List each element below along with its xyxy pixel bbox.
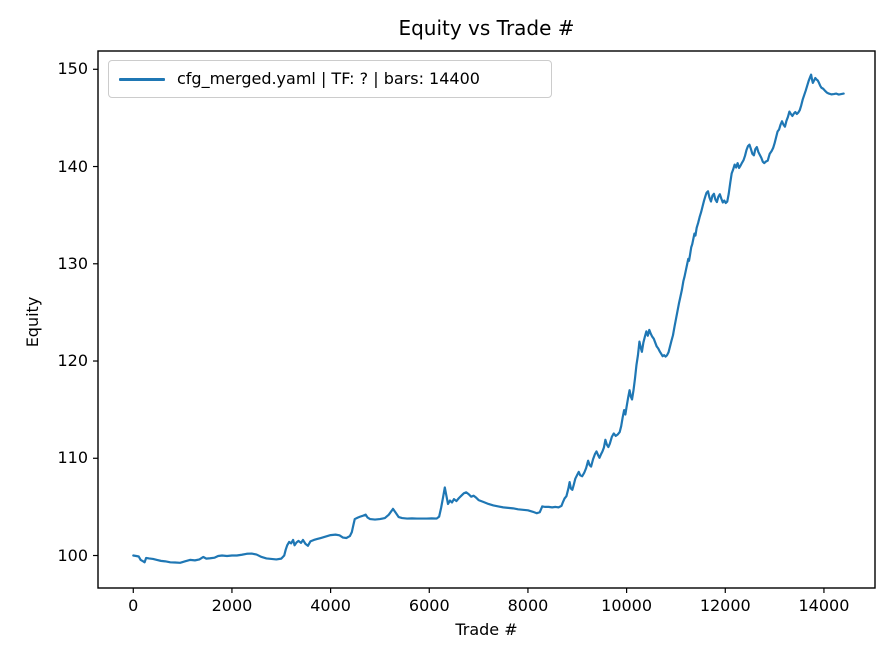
y-tick-label: 120 xyxy=(57,351,88,371)
equity-series-line xyxy=(132,73,845,564)
legend-series-label: cfg_merged.yaml | TF: ? | bars: 14400 xyxy=(177,69,480,88)
y-axis-label: Equity xyxy=(23,296,42,348)
chart-title: Equity vs Trade # xyxy=(398,16,575,40)
legend-line-swatch xyxy=(119,77,165,81)
x-tick-label: 14000 xyxy=(798,596,850,615)
y-tick-label: 130 xyxy=(57,253,88,273)
x-tick-label: 12000 xyxy=(699,596,751,615)
x-tick-label: 2000 xyxy=(211,596,253,615)
y-tick-label: 110 xyxy=(57,448,88,468)
legend: cfg_merged.yaml | TF: ? | bars: 14400 xyxy=(108,60,552,98)
x-tick-label: 0 xyxy=(128,596,139,615)
x-tick-label: 4000 xyxy=(310,596,351,615)
y-tick-label: 140 xyxy=(57,156,88,176)
y-tick-label: 100 xyxy=(57,545,88,565)
x-axis-label: Trade # xyxy=(455,620,518,639)
y-tick-label: 150 xyxy=(57,59,88,79)
x-tick-label: 6000 xyxy=(408,596,450,615)
x-tick-label: 8000 xyxy=(507,596,549,615)
plot-frame xyxy=(97,50,876,589)
x-tick-label: 10000 xyxy=(601,596,653,615)
